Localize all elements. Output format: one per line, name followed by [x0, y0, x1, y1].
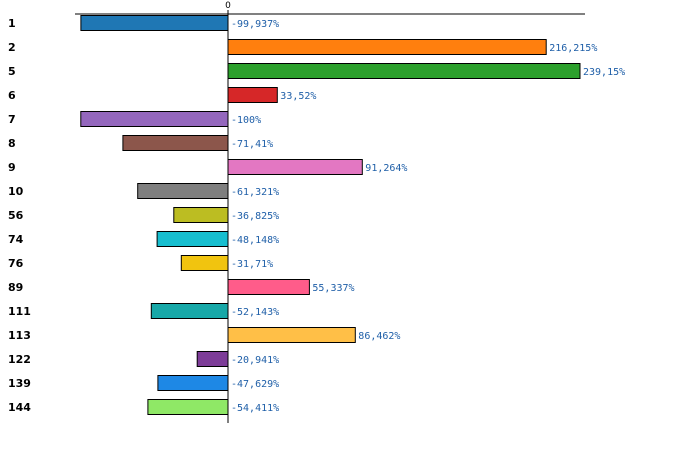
- value-label-10: -61,321%: [231, 187, 279, 198]
- bar-144: [147, 399, 229, 415]
- value-label-111: -52,143%: [231, 307, 279, 318]
- bar-113: [227, 327, 356, 343]
- bar-7: [80, 111, 229, 127]
- value-label-8: -71,41%: [231, 139, 273, 150]
- value-label-5: 239,15%: [583, 67, 625, 78]
- bar-1: [80, 15, 229, 31]
- category-label-89: 89: [8, 281, 23, 294]
- value-label-1: -99,937%: [231, 19, 279, 30]
- value-label-76: -31,71%: [231, 259, 273, 270]
- category-label-5: 5: [8, 65, 16, 78]
- category-label-113: 113: [8, 329, 31, 342]
- bar-5: [227, 63, 581, 79]
- category-label-2: 2: [8, 41, 16, 54]
- value-label-113: 86,462%: [358, 331, 400, 342]
- bar-6: [227, 87, 278, 103]
- category-label-76: 76: [8, 257, 24, 270]
- bar-76: [180, 255, 229, 271]
- category-label-122: 122: [8, 353, 31, 366]
- value-label-9: 91,264%: [365, 163, 407, 174]
- bar-111: [150, 303, 229, 319]
- value-label-74: -48,148%: [231, 235, 279, 246]
- value-label-122: -20,941%: [231, 355, 279, 366]
- bars-layer: [80, 15, 581, 415]
- category-label-144: 144: [8, 401, 31, 414]
- category-label-8: 8: [8, 137, 16, 150]
- value-label-6: 33,52%: [280, 91, 316, 102]
- bar-74: [156, 231, 229, 247]
- value-label-2: 216,215%: [549, 43, 597, 54]
- category-label-6: 6: [8, 89, 16, 102]
- labels-layer: 1 -99,937% 2 216,215% 5 239,15% 6 33,52% 7 -100% 8…: [8, 17, 625, 414]
- bar-9: [227, 159, 363, 175]
- value-label-144: -54,411%: [231, 403, 279, 414]
- value-label-89: 55,337%: [312, 283, 354, 294]
- bar-89: [227, 279, 310, 295]
- category-label-1: 1: [8, 17, 16, 30]
- bar-8: [122, 135, 229, 151]
- category-label-139: 139: [8, 377, 31, 390]
- bar-139: [157, 375, 229, 391]
- category-label-111: 111: [8, 305, 31, 318]
- category-label-56: 56: [8, 209, 24, 222]
- bar-10: [137, 183, 229, 199]
- zero-tick-label: 0: [225, 1, 231, 11]
- bar-56: [173, 207, 229, 223]
- bar-122: [196, 351, 229, 367]
- category-label-74: 74: [8, 233, 24, 246]
- value-label-7: -100%: [231, 115, 261, 126]
- bar-2: [227, 39, 547, 55]
- category-label-7: 7: [8, 113, 16, 126]
- category-label-10: 10: [8, 185, 24, 198]
- value-label-56: -36,825%: [231, 211, 279, 222]
- category-label-9: 9: [8, 161, 16, 174]
- value-label-139: -47,629%: [231, 379, 279, 390]
